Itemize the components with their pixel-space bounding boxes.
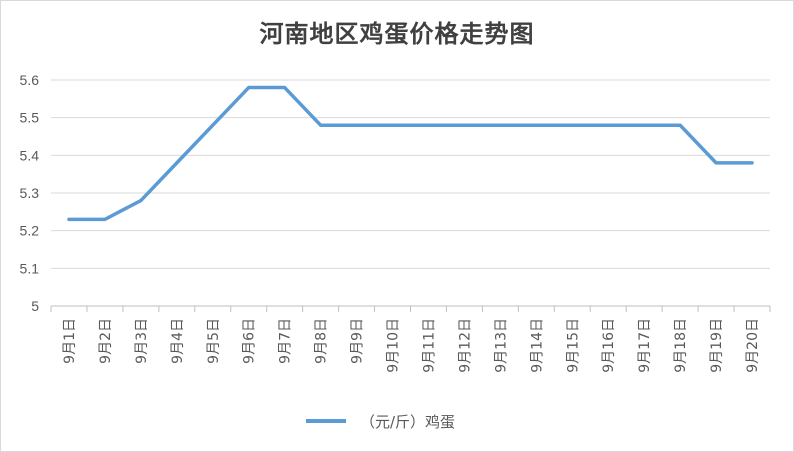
y-axis-ticks: 5 5.1 5.2 5.3 5.4 5.5 5.6 [20, 72, 40, 314]
data-point [678, 123, 682, 127]
y-tick-label: 5.1 [20, 260, 40, 276]
legend-label: （元/斤）鸡蛋 [360, 412, 456, 431]
data-point [283, 86, 287, 90]
x-tick-label: 9月9日 [350, 318, 366, 364]
data-point [534, 123, 538, 127]
chart-title: 河南地区鸡蛋价格走势图 [259, 19, 535, 48]
x-tick-label: 9月1日 [62, 318, 78, 364]
data-point [175, 161, 179, 165]
x-tick-label: 9月11日 [421, 318, 437, 373]
x-tick-label: 9月7日 [278, 318, 294, 364]
series-line [67, 85, 754, 222]
y-tick-label: 5.3 [20, 185, 40, 201]
x-tick-label: 9月17日 [637, 318, 653, 373]
x-tick-label: 9月3日 [134, 318, 150, 364]
data-point [247, 86, 251, 90]
data-point [570, 123, 574, 127]
data-point [714, 161, 718, 165]
y-tick-label: 5.5 [20, 110, 40, 126]
data-point [750, 161, 754, 165]
data-point [67, 217, 71, 221]
data-point [498, 123, 502, 127]
x-tick-label: 9月16日 [601, 318, 617, 373]
x-tick-label: 9月19日 [709, 318, 725, 373]
data-point [103, 217, 107, 221]
data-point [139, 199, 143, 203]
x-tick-label: 9月5日 [206, 318, 222, 364]
data-point [426, 123, 430, 127]
data-point [211, 123, 215, 127]
y-tick-label: 5.4 [20, 147, 40, 163]
x-tick-label: 9月10日 [386, 318, 402, 373]
y-tick-label: 5 [31, 298, 39, 314]
x-tick-label: 9月20日 [745, 318, 761, 373]
x-tick-label: 9月15日 [565, 318, 581, 373]
data-point [606, 123, 610, 127]
x-tick-label: 9月2日 [98, 318, 114, 364]
data-point [462, 123, 466, 127]
x-tick-label: 9月14日 [529, 318, 545, 373]
x-tick-label: 9月6日 [242, 318, 258, 364]
y-tick-label: 5.2 [20, 223, 40, 239]
data-point [355, 123, 359, 127]
x-tick-label: 9月12日 [457, 318, 473, 373]
x-tick-label: 9月18日 [673, 318, 689, 373]
x-tick-label: 9月13日 [493, 318, 509, 373]
series-lines [67, 85, 754, 222]
data-point [319, 123, 323, 127]
data-point [391, 123, 395, 127]
x-tick-label: 9月8日 [314, 318, 330, 364]
legend-swatch [306, 419, 346, 423]
data-point [642, 123, 646, 127]
gridlines [51, 79, 770, 269]
legend: （元/斤）鸡蛋 [306, 410, 455, 432]
x-axis-ticks: 9月1日 9月2日 9月3日 9月4日 9月5日 9月6日 9月7日 9月8日 9月9日 9月10… [62, 318, 761, 373]
axes [50, 305, 771, 312]
y-tick-label: 5.6 [20, 72, 40, 88]
x-tick-label: 9月4日 [170, 318, 186, 364]
